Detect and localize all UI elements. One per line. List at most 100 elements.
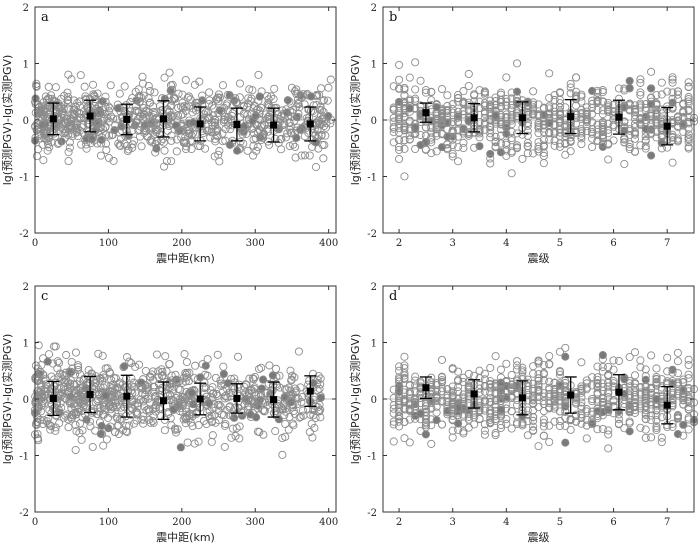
scatter-point: [539, 159, 548, 168]
scatter-point: [400, 126, 409, 135]
scatter-point: [144, 81, 153, 90]
scatter-point: [249, 123, 258, 132]
scatter-point: [273, 109, 283, 118]
scatter-point: [625, 145, 634, 154]
scatter-point: [400, 85, 409, 94]
scatter-point: [167, 131, 176, 140]
scatter-point: [475, 129, 484, 138]
scatter-point: [395, 375, 404, 384]
scatter-point: [448, 141, 457, 150]
scatter-point: [657, 375, 666, 384]
scatter-point: [630, 408, 640, 417]
scatter-point: [684, 144, 693, 153]
scatter-point: [56, 398, 65, 408]
scatter-point: [128, 140, 137, 149]
scatter-point: [459, 427, 468, 436]
scatter-point: [244, 388, 253, 397]
scatter-point: [475, 380, 484, 389]
scatter-point: [454, 117, 463, 126]
scatter-point: [459, 373, 468, 382]
scatter-point: [545, 377, 554, 386]
scatter-point: [604, 406, 613, 415]
scatter-point: [47, 91, 56, 100]
scatter-point: [178, 392, 187, 401]
scatter-point: [545, 437, 554, 447]
scatter-point: [98, 410, 108, 419]
scatter-point: [149, 107, 158, 116]
scatter-point: [78, 413, 87, 422]
scatter-point: [400, 364, 409, 373]
scatter-point: [577, 398, 586, 407]
scatter-point: [459, 429, 468, 438]
scatter-point: [253, 142, 262, 152]
scatter-point: [186, 95, 195, 104]
scatter-point: [183, 438, 192, 447]
scatter-point: [201, 115, 210, 124]
scatter-point: [507, 106, 516, 115]
scatter-point: [318, 97, 327, 106]
scatter-point: [475, 86, 484, 95]
scatter-point: [673, 134, 682, 143]
scatter-point: [297, 151, 306, 160]
scatter-point: [577, 108, 586, 118]
scatter-point: [555, 347, 564, 356]
scatter-point: [32, 373, 41, 382]
scatter-point: [196, 373, 205, 382]
scatter-point: [213, 350, 222, 359]
scatter-point: [566, 83, 575, 92]
scatter-point: [136, 132, 145, 141]
mean-marker: [86, 390, 94, 398]
scatter-point: [486, 419, 495, 428]
scatter-point: [421, 86, 430, 95]
scatter-point: [454, 394, 463, 404]
scatter-point: [228, 101, 237, 110]
scatter-point: [448, 117, 457, 126]
scatter-point: [71, 445, 80, 455]
scatter-point: [668, 368, 677, 377]
scatter-point: [577, 393, 586, 402]
x-tick-label: 5: [557, 517, 563, 528]
scatter-point: [280, 120, 289, 129]
scatter-point: [539, 141, 548, 150]
x-tick-label: 3: [450, 238, 456, 249]
scatter-point: [582, 126, 591, 136]
scatter-point: [231, 431, 240, 441]
scatter-point: [180, 350, 189, 359]
scatter-point: [248, 86, 257, 95]
scatter-point: [264, 112, 273, 121]
scatter-point: [70, 408, 79, 417]
scatter-point: [507, 383, 516, 392]
scatter-point: [237, 127, 246, 136]
scatter-point: [49, 342, 59, 351]
mean-marker: [615, 113, 623, 121]
scatter-point: [673, 357, 682, 366]
scatter-point: [46, 421, 55, 430]
scatter-point: [38, 393, 47, 402]
scatter-point: [571, 127, 581, 136]
scatter-point: [133, 115, 142, 124]
scatter-point: [475, 396, 484, 405]
scatter-point: [185, 368, 194, 377]
scatter-point: [518, 419, 527, 429]
scatter-point: [486, 149, 495, 158]
scatter-point: [507, 133, 516, 143]
scatter-point: [486, 363, 495, 372]
scatter-point: [57, 403, 66, 412]
scatter-point: [395, 385, 404, 394]
scatter-point: [64, 99, 73, 108]
scatter-point: [454, 382, 463, 392]
scatter-point: [400, 144, 409, 153]
scatter-point: [41, 92, 50, 101]
scatter-point: [652, 372, 661, 382]
scatter-point: [507, 114, 516, 123]
scatter-point: [630, 403, 640, 412]
scatter-point: [566, 425, 575, 434]
scatter-point: [539, 360, 548, 370]
scatter-point: [668, 390, 677, 399]
scatter-point: [124, 145, 133, 154]
scatter-point: [227, 433, 236, 442]
scatter-point: [305, 151, 314, 160]
scatter-point: [245, 85, 254, 94]
scatter-point: [518, 372, 527, 381]
scatter-point: [101, 92, 110, 101]
